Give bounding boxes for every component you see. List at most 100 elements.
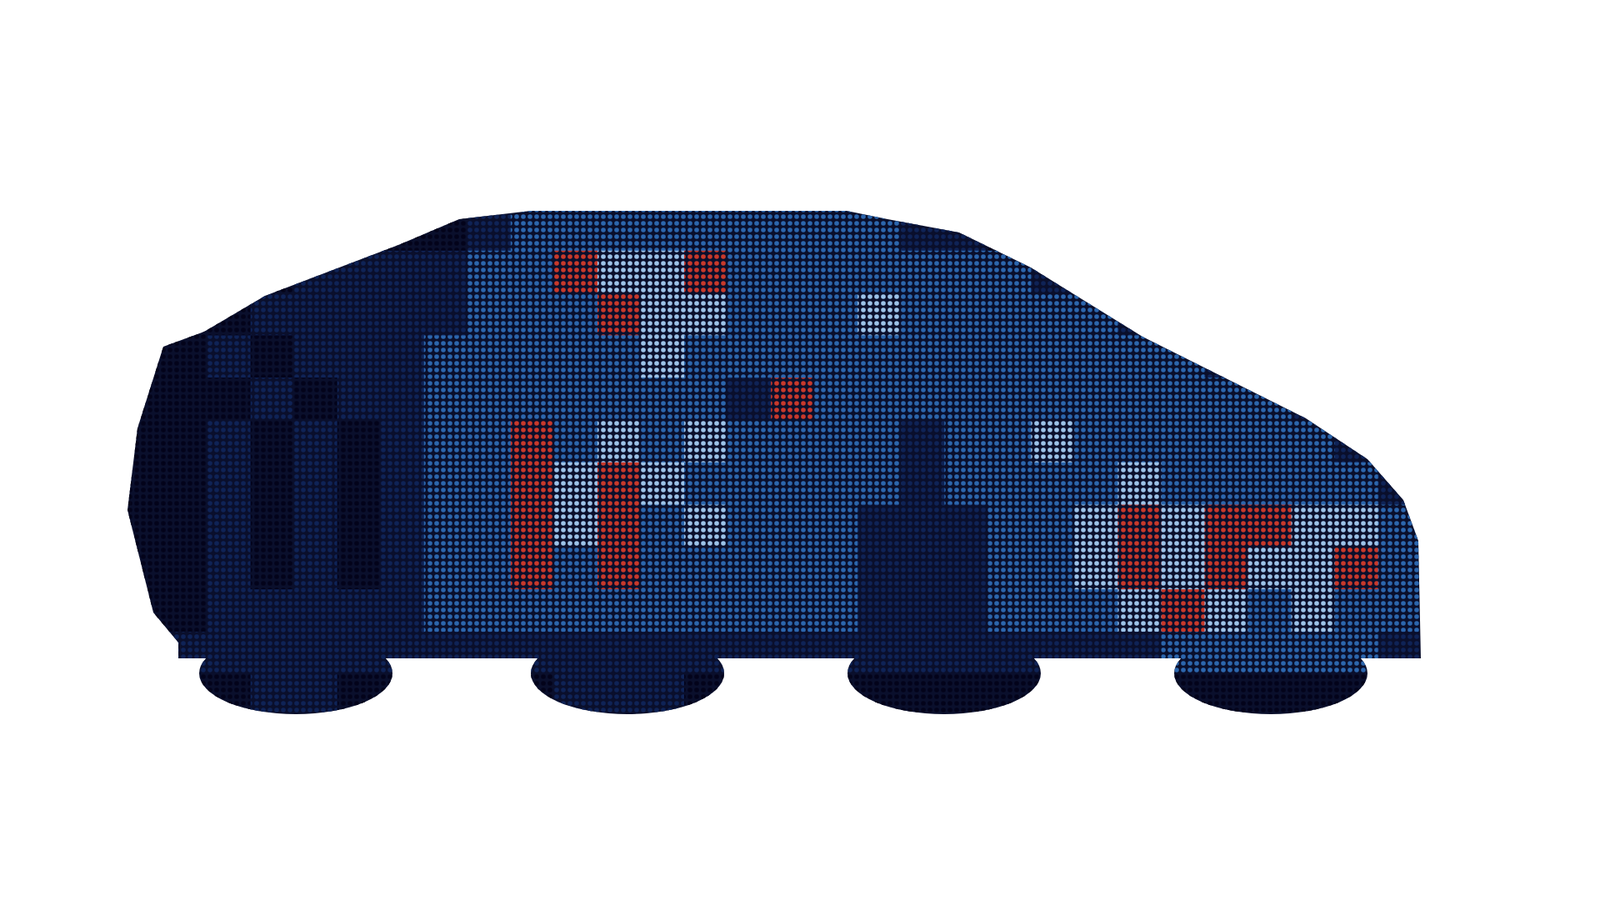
- cell: [1074, 505, 1119, 548]
- cell: [944, 250, 989, 294]
- cell: [814, 250, 859, 294]
- cell: [467, 462, 512, 505]
- cell: [987, 208, 1032, 251]
- cell: [294, 293, 339, 336]
- cell: [1291, 377, 1336, 420]
- cell: [380, 250, 425, 294]
- cell: [164, 293, 209, 336]
- cell: [857, 335, 902, 378]
- cell: [1205, 250, 1250, 294]
- cell: [1160, 420, 1205, 463]
- cell: [684, 377, 729, 420]
- cell: [1205, 208, 1250, 251]
- cell: [294, 505, 339, 548]
- cell: [1248, 208, 1293, 251]
- cell: [380, 589, 425, 632]
- cell: [424, 631, 469, 675]
- cell: [554, 420, 599, 463]
- cell: [554, 208, 599, 251]
- cell: [727, 377, 772, 420]
- cell: [1117, 505, 1162, 548]
- cell: [770, 250, 815, 294]
- cell: [164, 546, 209, 590]
- cell: [380, 335, 425, 378]
- cell: [120, 505, 165, 548]
- cell: [1291, 335, 1336, 378]
- cell: [510, 674, 555, 717]
- cell: [1291, 420, 1336, 463]
- cell: [684, 631, 729, 675]
- cell: [1248, 505, 1293, 548]
- cell: [1074, 335, 1119, 378]
- cell: [597, 208, 642, 251]
- cell: [900, 208, 945, 251]
- cell: [1030, 589, 1075, 632]
- cell: [294, 674, 339, 717]
- cell: [1117, 208, 1162, 251]
- cell: [857, 208, 902, 251]
- cell: [250, 462, 295, 505]
- cell: [1160, 377, 1205, 420]
- cell: [207, 505, 252, 548]
- cell: [1160, 250, 1205, 294]
- cell: [424, 589, 469, 632]
- cell: [1074, 589, 1119, 632]
- cell: [640, 208, 685, 251]
- cell: [944, 293, 989, 336]
- cell: [294, 208, 339, 251]
- cell: [1117, 377, 1162, 420]
- cell: [554, 293, 599, 336]
- cell: [554, 462, 599, 505]
- cell: [987, 420, 1032, 463]
- cell: [1074, 631, 1119, 675]
- cell: [640, 462, 685, 505]
- cell: [684, 674, 729, 717]
- cell: [770, 293, 815, 336]
- cell: [727, 546, 772, 590]
- cell: [1030, 377, 1075, 420]
- cell: [900, 589, 945, 632]
- cell: [684, 335, 729, 378]
- cell: [900, 462, 945, 505]
- cell: [1291, 546, 1336, 590]
- cell: [250, 377, 295, 420]
- cell: [120, 631, 165, 675]
- cell: [337, 208, 382, 251]
- cell: [294, 546, 339, 590]
- cell: [164, 420, 209, 463]
- cell: [207, 377, 252, 420]
- cell: [987, 377, 1032, 420]
- car-base: [0, 0, 1600, 900]
- cell: [640, 293, 685, 336]
- cell: [857, 462, 902, 505]
- cell: [164, 674, 209, 717]
- cell: [1248, 631, 1293, 675]
- cell: [770, 420, 815, 463]
- cell: [900, 631, 945, 675]
- cell: [684, 208, 729, 251]
- cell: [1030, 293, 1075, 336]
- cell: [1205, 631, 1250, 675]
- cell: [944, 631, 989, 675]
- cell: [1205, 505, 1250, 548]
- cell: [424, 293, 469, 336]
- cell: [1378, 335, 1423, 378]
- cell: [510, 293, 555, 336]
- cell: [380, 208, 425, 251]
- cell: [294, 462, 339, 505]
- cell: [207, 293, 252, 336]
- cell: [337, 293, 382, 336]
- cell: [1030, 631, 1075, 675]
- cell: [1335, 462, 1380, 505]
- cell: [294, 377, 339, 420]
- cell: [510, 631, 555, 675]
- cell: [857, 631, 902, 675]
- cell: [294, 335, 339, 378]
- cell: [1335, 420, 1380, 463]
- cell: [1205, 377, 1250, 420]
- cell: [337, 631, 382, 675]
- cell: [207, 462, 252, 505]
- cell: [337, 505, 382, 548]
- cell: [1205, 589, 1250, 632]
- cell: [467, 505, 512, 548]
